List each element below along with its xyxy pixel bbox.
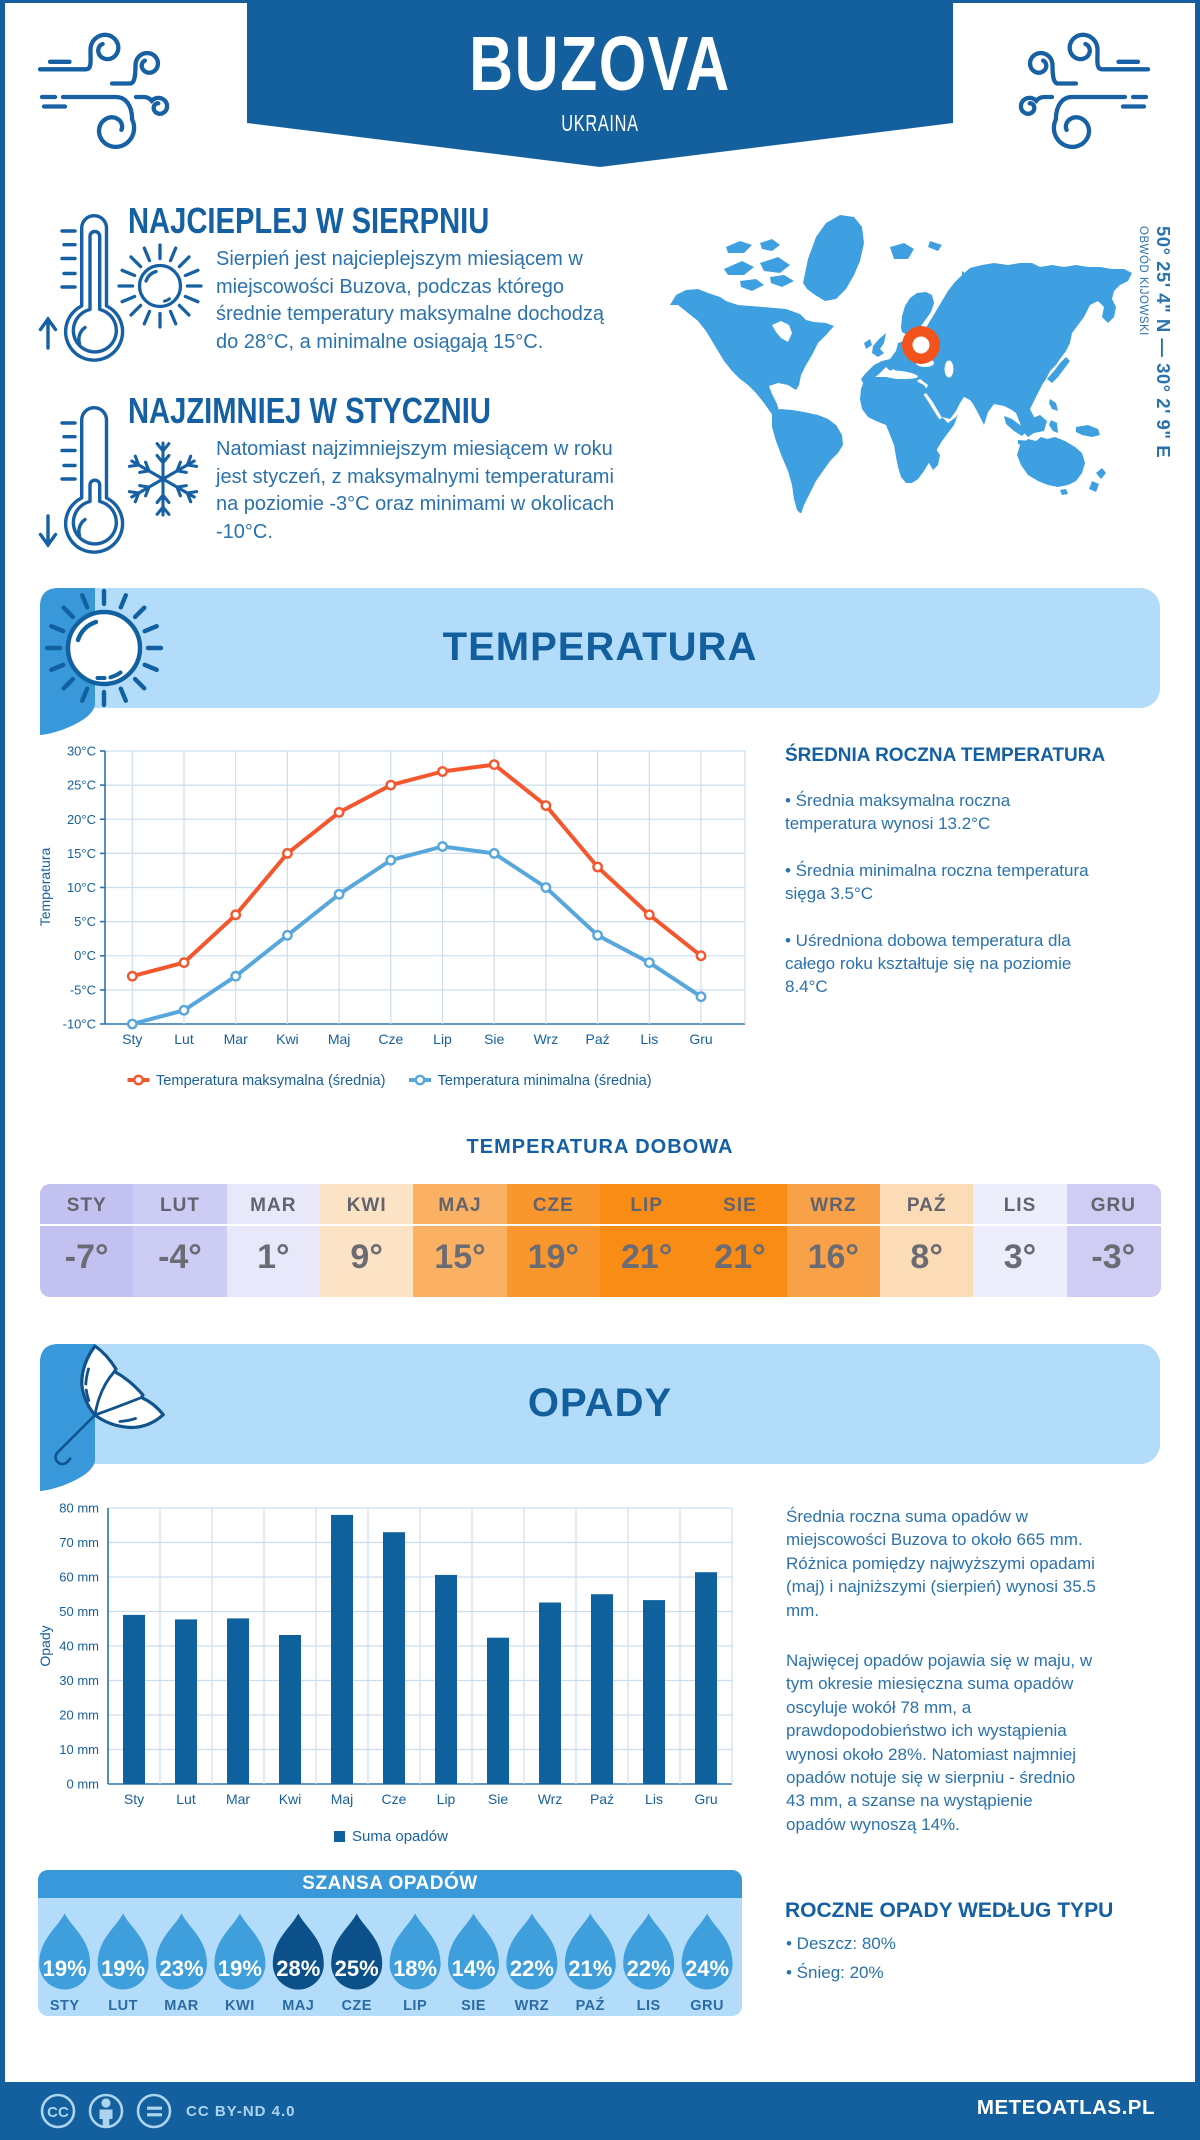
svg-text:GRU: GRU bbox=[690, 1998, 724, 2014]
svg-text:LIP: LIP bbox=[403, 1998, 427, 2014]
svg-text:19%: 19% bbox=[43, 1956, 87, 1981]
svg-text:Temperatura maksymalna (średni: Temperatura maksymalna (średnia) bbox=[156, 1073, 386, 1089]
svg-text:Opady: Opady bbox=[37, 1625, 53, 1666]
svg-text:Lut: Lut bbox=[174, 1031, 194, 1047]
svg-text:28%: 28% bbox=[276, 1956, 320, 1981]
svg-text:10 mm: 10 mm bbox=[59, 1742, 99, 1757]
svg-text:Kwi: Kwi bbox=[279, 1791, 302, 1807]
svg-text:30 mm: 30 mm bbox=[59, 1673, 99, 1688]
svg-text:MAR: MAR bbox=[164, 1998, 199, 2014]
svg-text:20 mm: 20 mm bbox=[59, 1708, 99, 1723]
svg-text:0°C: 0°C bbox=[74, 948, 96, 963]
svg-text:Temperatura minimalna (średnia: Temperatura minimalna (średnia) bbox=[438, 1073, 652, 1089]
svg-text:Gru: Gru bbox=[689, 1031, 712, 1047]
svg-text:25°C: 25°C bbox=[67, 778, 96, 793]
svg-text:Kwi: Kwi bbox=[276, 1031, 299, 1047]
svg-text:Sie: Sie bbox=[484, 1031, 504, 1047]
svg-text:Lut: Lut bbox=[176, 1791, 196, 1807]
svg-text:Wrz: Wrz bbox=[538, 1791, 563, 1807]
svg-text:CZE: CZE bbox=[341, 1998, 372, 2014]
svg-text:Maj: Maj bbox=[331, 1791, 354, 1807]
svg-text:18%: 18% bbox=[393, 1956, 437, 1981]
svg-text:Sty: Sty bbox=[122, 1031, 142, 1047]
svg-text:CC: CC bbox=[47, 2104, 69, 2121]
svg-text:0 mm: 0 mm bbox=[67, 1777, 100, 1792]
svg-text:LUT: LUT bbox=[108, 1998, 138, 2014]
svg-text:Mar: Mar bbox=[224, 1031, 248, 1047]
svg-text:KWI: KWI bbox=[225, 1998, 255, 2014]
svg-text:19%: 19% bbox=[218, 1956, 262, 1981]
svg-text:23%: 23% bbox=[159, 1956, 203, 1981]
svg-text:Paź: Paź bbox=[586, 1031, 610, 1047]
svg-text:-5°C: -5°C bbox=[70, 982, 96, 997]
svg-text:STY: STY bbox=[50, 1998, 80, 2014]
svg-text:80 mm: 80 mm bbox=[59, 1501, 99, 1516]
svg-text:19%: 19% bbox=[101, 1956, 145, 1981]
svg-text:Cze: Cze bbox=[382, 1791, 407, 1807]
svg-text:Mar: Mar bbox=[226, 1791, 250, 1807]
svg-text:PAŹ: PAŹ bbox=[576, 1997, 605, 2014]
svg-text:Suma opadów: Suma opadów bbox=[352, 1828, 448, 1845]
svg-text:Wrz: Wrz bbox=[534, 1031, 559, 1047]
svg-text:40 mm: 40 mm bbox=[59, 1639, 99, 1654]
svg-text:Lip: Lip bbox=[437, 1791, 456, 1807]
svg-text:10°C: 10°C bbox=[67, 880, 96, 895]
svg-text:Cze: Cze bbox=[378, 1031, 403, 1047]
svg-text:60 mm: 60 mm bbox=[59, 1570, 99, 1585]
svg-text:30°C: 30°C bbox=[67, 744, 96, 759]
svg-text:Sty: Sty bbox=[124, 1791, 144, 1807]
svg-text:21%: 21% bbox=[568, 1956, 612, 1981]
svg-text:Lip: Lip bbox=[433, 1031, 452, 1047]
svg-text:22%: 22% bbox=[627, 1956, 671, 1981]
svg-text:70 mm: 70 mm bbox=[59, 1535, 99, 1550]
svg-text:24%: 24% bbox=[685, 1956, 729, 1981]
svg-text:20°C: 20°C bbox=[67, 812, 96, 827]
svg-text:-10°C: -10°C bbox=[63, 1017, 96, 1032]
svg-text:WRZ: WRZ bbox=[515, 1998, 550, 2014]
svg-text:MAJ: MAJ bbox=[282, 1998, 314, 2014]
svg-text:Temperatura: Temperatura bbox=[37, 847, 53, 926]
svg-text:LIS: LIS bbox=[637, 1998, 661, 2014]
svg-text:Paź: Paź bbox=[590, 1791, 614, 1807]
svg-text:22%: 22% bbox=[510, 1956, 554, 1981]
svg-text:15°C: 15°C bbox=[67, 846, 96, 861]
svg-text:Lis: Lis bbox=[640, 1031, 658, 1047]
svg-text:25%: 25% bbox=[335, 1956, 379, 1981]
svg-text:Lis: Lis bbox=[645, 1791, 663, 1807]
svg-text:Sie: Sie bbox=[488, 1791, 508, 1807]
svg-text:Maj: Maj bbox=[328, 1031, 351, 1047]
svg-text:Gru: Gru bbox=[694, 1791, 717, 1807]
svg-text:SIE: SIE bbox=[461, 1998, 486, 2014]
svg-text:14%: 14% bbox=[451, 1956, 495, 1981]
svg-text:5°C: 5°C bbox=[74, 914, 96, 929]
svg-text:50 mm: 50 mm bbox=[59, 1604, 99, 1619]
